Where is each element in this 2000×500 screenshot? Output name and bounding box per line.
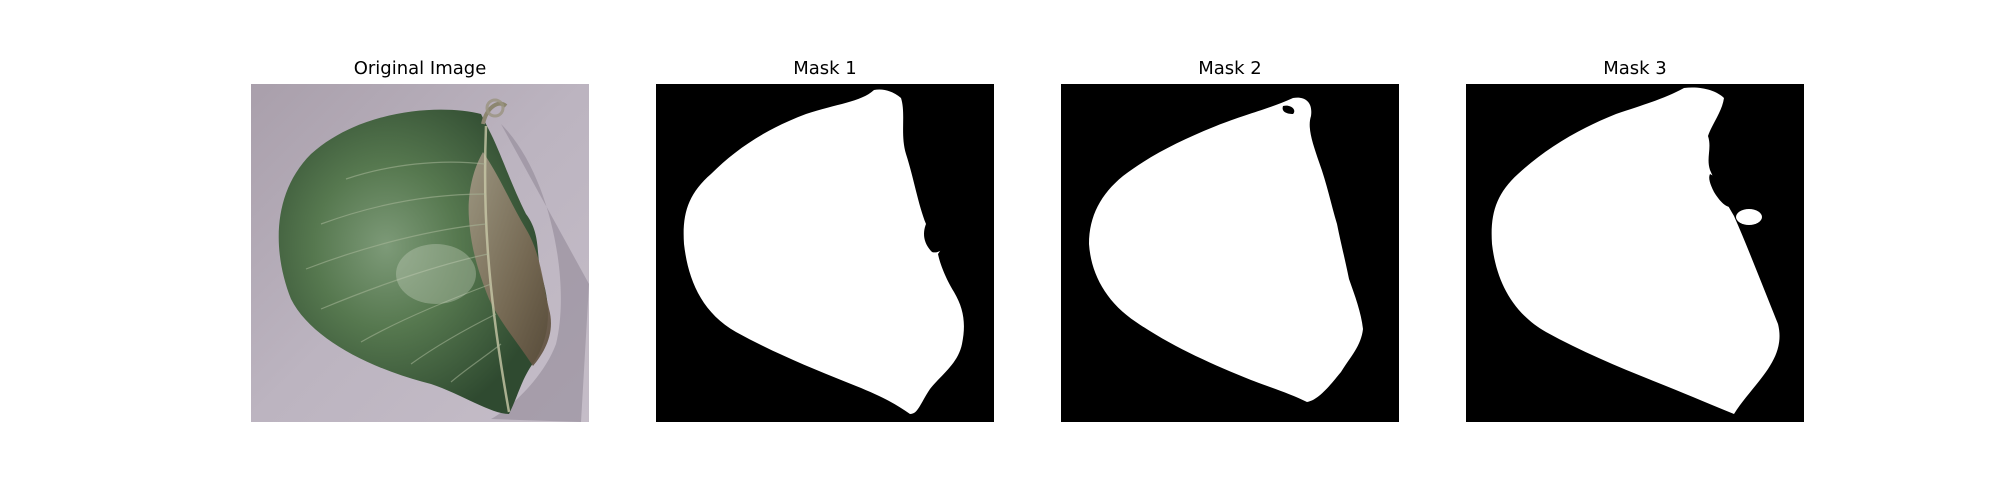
mask-3-foreground [1491,87,1780,415]
leaf-midrib [483,125,511,413]
mask-2-panel [1061,84,1399,422]
mask-1-image [656,84,994,422]
leaf-shadow [491,124,589,422]
leaf-veins [305,161,502,383]
leaf-lesion [468,152,551,366]
mask-1-panel [656,84,994,422]
original-image-title: Original Image [353,58,487,79]
mask-3-blob [1736,209,1762,225]
mask-3-title: Mask 3 [1603,58,1667,79]
mask-1-title: Mask 1 [793,58,857,79]
leaf-stem [481,101,508,125]
mask-3-panel [1466,84,1804,422]
mask-2-title: Mask 2 [1198,58,1262,79]
original-image-panel [251,84,589,422]
mask-2-foreground [1089,97,1363,402]
mask-2-image [1061,84,1399,422]
mask-3-image [1466,84,1804,422]
leaf-photo [251,84,589,422]
leaf-mildew-patch [396,244,476,304]
mask-1-foreground [683,89,964,415]
